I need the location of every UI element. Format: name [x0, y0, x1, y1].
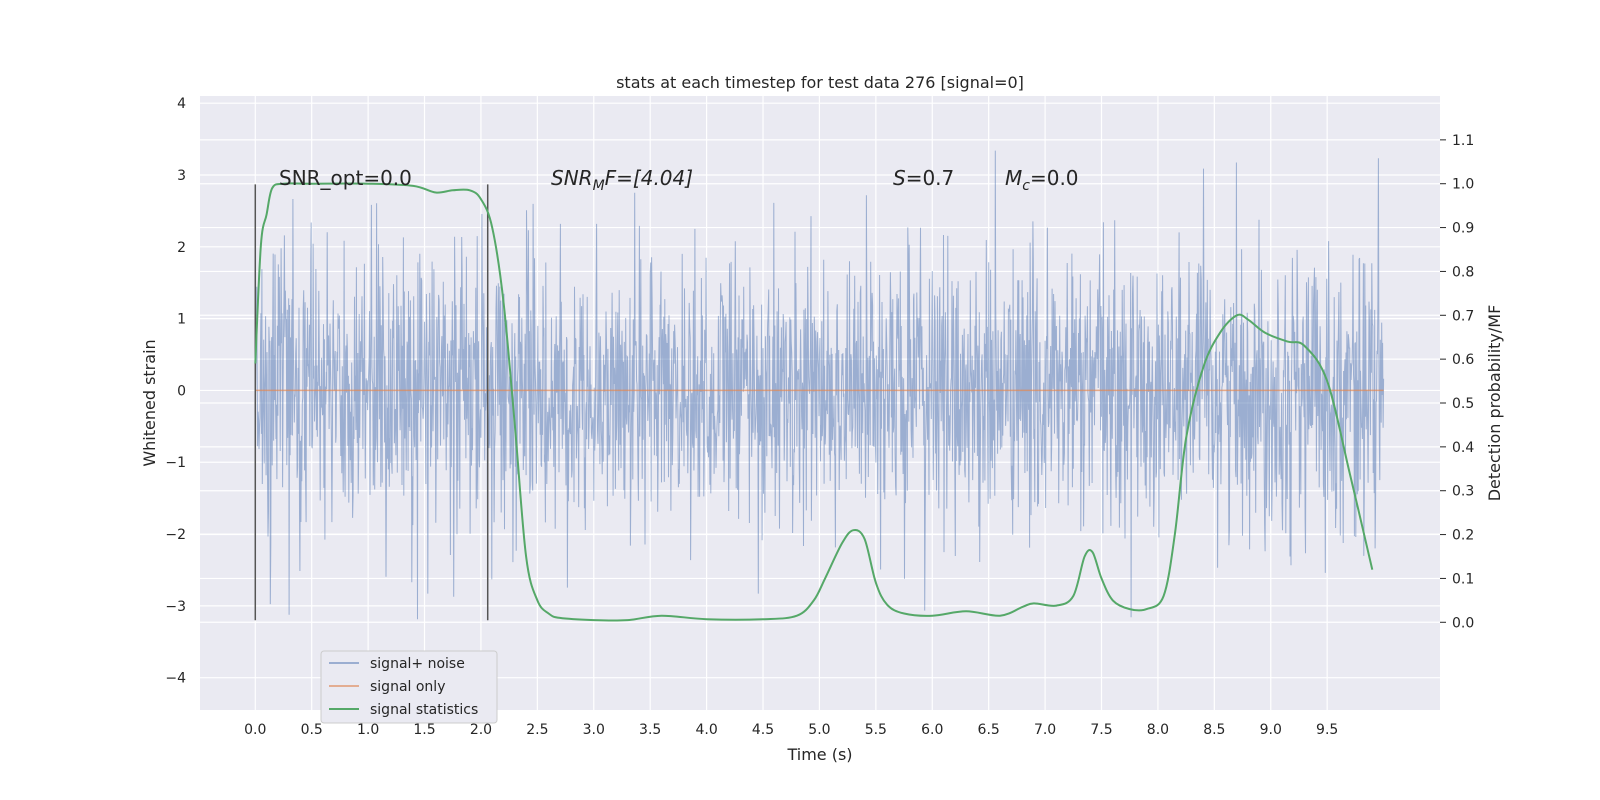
x-ticks: 0.0 0.5 1.0 1.5 2.0 2.5 3.0 3.5 4.0 4.5 5.0 5.5 6.0 6…	[244, 722, 1338, 738]
y-tick-label: 3	[177, 168, 186, 184]
mc-subscript: c	[1022, 178, 1030, 194]
x-tick-label: 1.5	[413, 722, 435, 738]
snr-mf-suffix: F=[4.04]	[605, 166, 693, 190]
x-tick-label: 3.5	[639, 722, 661, 738]
y-axis-label: Whitened strain	[140, 339, 159, 466]
y2-tick-label: 0.2	[1452, 528, 1474, 544]
y-tick-label: −3	[165, 599, 186, 615]
x-tick-label: 0.0	[244, 722, 266, 738]
y2-tick-label: 0.3	[1452, 484, 1474, 500]
y-tick-label: 1	[177, 312, 186, 328]
x-tick-label: 4.5	[752, 722, 774, 738]
vertical-markers	[254, 184, 489, 621]
x-tick-label: 4.0	[695, 722, 717, 738]
annotation-s: S=0.7	[893, 166, 954, 190]
x-axis-label: Time (s)	[786, 745, 852, 764]
x-tick-label: 7.5	[1090, 722, 1112, 738]
annotation-mc: Mc=0.0	[1005, 166, 1079, 194]
mc-variable: M	[1005, 166, 1022, 190]
s-variable: S	[893, 166, 906, 190]
y2-tick-label: 0.6	[1452, 352, 1474, 368]
y2-tick-label: 0.8	[1452, 264, 1474, 280]
y-tick-label: −4	[165, 671, 186, 687]
x-tick-label: 9.5	[1316, 722, 1338, 738]
y2-tick-label: 1.0	[1452, 177, 1474, 193]
series-signal-statistics	[254, 182, 1374, 622]
y-tick-label: 2	[177, 240, 186, 256]
signal-statistics-line	[254, 182, 1374, 622]
x-tick-label: 8.5	[1203, 722, 1225, 738]
y2-tick-label: 0.7	[1452, 308, 1474, 324]
x-tick-label: 0.5	[301, 722, 323, 738]
y2-tick-label: 1.1	[1452, 133, 1474, 149]
mc-value: =0.0	[1030, 166, 1079, 190]
y2-tick-label: 0.1	[1452, 571, 1474, 587]
s-value: =0.7	[906, 166, 955, 190]
x-tick-label: 5.0	[808, 722, 830, 738]
y2-tick-label: 0.4	[1452, 440, 1474, 456]
legend: signal+ noise signal only signal statist…	[320, 650, 498, 724]
y2-axis-label: Detection probability/MF	[1485, 305, 1504, 502]
snr-mf-prefix: SNR	[551, 166, 593, 190]
y-tick-label: −1	[165, 455, 186, 471]
x-tick-label: 2.5	[526, 722, 548, 738]
x-tick-label: 6.0	[921, 722, 943, 738]
legend-label-noise: signal+ noise	[370, 656, 465, 672]
y2-ticks: 0.0 0.1 0.2 0.3 0.4 0.5 0.6 0.7 0.8 0.9 1.0 1.1	[1440, 133, 1474, 631]
x-tick-label: 5.5	[865, 722, 887, 738]
y2-tick-label: 0.5	[1452, 396, 1474, 412]
noise-line	[254, 150, 1385, 620]
x-tick-label: 2.0	[470, 722, 492, 738]
x-tick-label: 7.0	[1034, 722, 1056, 738]
y2-tick-label: 0.9	[1452, 221, 1474, 237]
annotation-snr-mf: SNRMF=[4.04]	[551, 166, 693, 194]
x-tick-label: 8.0	[1147, 722, 1169, 738]
y-tick-label: 0	[177, 383, 186, 399]
annotation-snr-opt: SNR_opt=0.0	[279, 166, 412, 190]
snr-mf-subscript: M	[593, 178, 605, 194]
y2-tick-label: 0.0	[1452, 615, 1474, 631]
series-signal-noise	[254, 150, 1385, 620]
x-tick-label: 6.5	[978, 722, 1000, 738]
chart-title: stats at each timestep for test data 276…	[616, 73, 1024, 92]
y-tick-label: −2	[165, 527, 186, 543]
legend-label-stats: signal statistics	[370, 702, 478, 718]
legend-label-signal: signal only	[370, 679, 445, 695]
y-ticks: 4 3 2 1 0 −1 −2 −3 −4	[165, 96, 186, 687]
y-tick-label: 4	[177, 96, 186, 112]
x-tick-label: 9.0	[1260, 722, 1282, 738]
legend-box	[320, 650, 498, 724]
x-tick-label: 1.0	[357, 722, 379, 738]
x-tick-label: 3.0	[583, 722, 605, 738]
